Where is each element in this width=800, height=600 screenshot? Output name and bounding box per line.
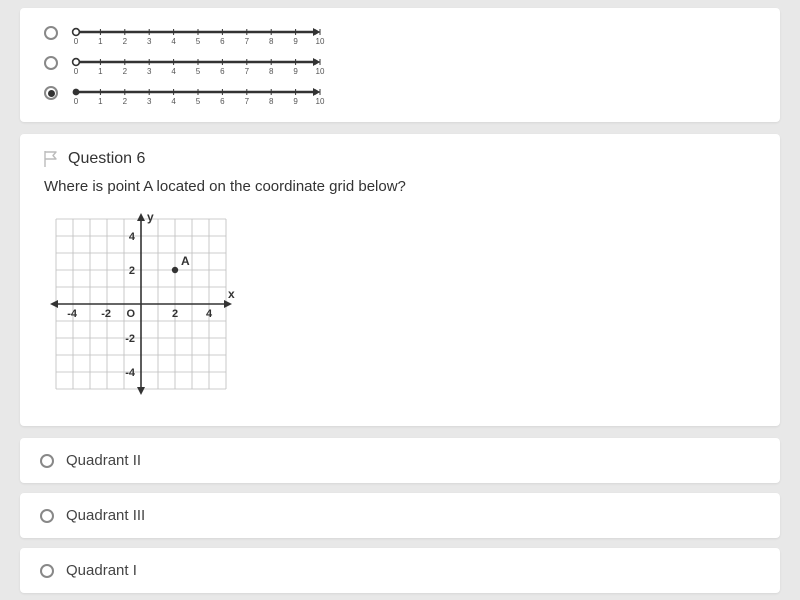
svg-text:7: 7: [245, 97, 250, 106]
svg-text:0: 0: [74, 37, 79, 46]
answer-option[interactable]: Quadrant I: [20, 548, 780, 593]
svg-text:2: 2: [129, 265, 135, 277]
flag-icon[interactable]: [44, 151, 58, 167]
svg-text:10: 10: [316, 97, 325, 106]
svg-text:-2: -2: [125, 333, 135, 345]
svg-text:0: 0: [74, 97, 79, 106]
svg-text:5: 5: [196, 97, 201, 106]
number-line: 0 1 2 3 4 5 6 7 8 9 10: [68, 80, 328, 106]
number-line: 0 1 2 3 4 5 6 7 8 9 10: [68, 20, 328, 46]
question-card: Question 6 Where is point A located on t…: [20, 134, 780, 426]
answer-option[interactable]: Quadrant II: [20, 438, 780, 483]
svg-text:7: 7: [245, 37, 250, 46]
svg-text:9: 9: [293, 97, 298, 106]
question-number: Question 6: [68, 150, 145, 168]
svg-text:2: 2: [123, 67, 128, 76]
option-label: Quadrant III: [66, 507, 145, 524]
radio-icon[interactable]: [44, 86, 58, 100]
radio-icon[interactable]: [40, 454, 54, 468]
svg-text:7: 7: [245, 67, 250, 76]
numberline-option[interactable]: 0 1 2 3 4 5 6 7 8 9 10: [44, 20, 756, 46]
svg-text:2: 2: [123, 37, 128, 46]
number-line: 0 1 2 3 4 5 6 7 8 9 10: [68, 50, 328, 76]
svg-text:6: 6: [220, 97, 225, 106]
question-prompt: Where is point A located on the coordina…: [44, 178, 756, 195]
svg-text:4: 4: [129, 231, 136, 243]
svg-text:8: 8: [269, 37, 274, 46]
svg-text:6: 6: [220, 37, 225, 46]
numberline-option[interactable]: 0 1 2 3 4 5 6 7 8 9 10: [44, 50, 756, 76]
svg-text:1: 1: [98, 67, 103, 76]
svg-text:-4: -4: [125, 367, 136, 379]
svg-text:10: 10: [316, 37, 325, 46]
svg-text:-4: -4: [67, 308, 78, 320]
answer-option[interactable]: Quadrant III: [20, 493, 780, 538]
svg-text:A: A: [181, 254, 190, 268]
radio-icon[interactable]: [40, 564, 54, 578]
radio-icon[interactable]: [40, 509, 54, 523]
svg-text:y: y: [147, 210, 154, 224]
svg-text:3: 3: [147, 67, 152, 76]
svg-text:1: 1: [98, 97, 103, 106]
svg-text:8: 8: [269, 97, 274, 106]
previous-question-card: 0 1 2 3 4 5 6 7 8 9 10 0 1 2 3 4 5 6 7 8 9 10 0 1 2 3 4 5 6 7 8 9 10: [20, 8, 780, 122]
radio-icon[interactable]: [44, 56, 58, 70]
svg-text:6: 6: [220, 67, 225, 76]
svg-text:4: 4: [206, 308, 213, 320]
svg-text:8: 8: [269, 67, 274, 76]
svg-text:x: x: [228, 287, 235, 301]
question-header: Question 6: [44, 150, 756, 168]
coordinate-grid: -4 -2 2 4 -4 -2 2 4 Ox y A: [46, 209, 756, 404]
svg-text:0: 0: [74, 67, 79, 76]
svg-text:2: 2: [172, 308, 178, 320]
numberline-option[interactable]: 0 1 2 3 4 5 6 7 8 9 10: [44, 80, 756, 106]
svg-text:O: O: [126, 308, 135, 320]
svg-text:9: 9: [293, 67, 298, 76]
option-label: Quadrant I: [66, 562, 137, 579]
radio-icon[interactable]: [44, 26, 58, 40]
svg-text:4: 4: [171, 67, 176, 76]
answer-options: Quadrant II Quadrant III Quadrant I: [20, 438, 780, 593]
svg-text:4: 4: [171, 37, 176, 46]
svg-text:5: 5: [196, 67, 201, 76]
option-label: Quadrant II: [66, 452, 141, 469]
svg-text:4: 4: [171, 97, 176, 106]
svg-text:1: 1: [98, 37, 103, 46]
svg-text:2: 2: [123, 97, 128, 106]
svg-text:5: 5: [196, 37, 201, 46]
svg-text:-2: -2: [101, 308, 111, 320]
svg-text:3: 3: [147, 97, 152, 106]
svg-text:3: 3: [147, 37, 152, 46]
svg-text:10: 10: [316, 67, 325, 76]
svg-text:9: 9: [293, 37, 298, 46]
